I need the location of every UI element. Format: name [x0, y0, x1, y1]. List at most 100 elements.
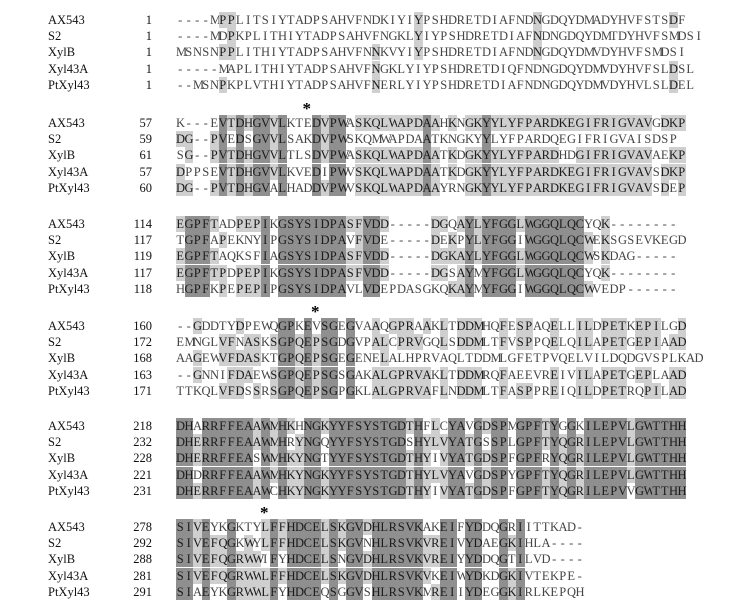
residue: L	[278, 131, 287, 148]
residue: T	[652, 466, 661, 483]
residue: P	[252, 216, 261, 232]
residue: V	[439, 450, 449, 467]
residue: I	[575, 382, 584, 399]
residue: H	[677, 466, 687, 483]
sequence-name: Xyl43A	[48, 467, 89, 482]
residue: L	[584, 382, 593, 399]
residue: F	[372, 29, 380, 44]
residue: Y	[490, 115, 500, 131]
residue: A	[363, 319, 373, 333]
residue: A	[337, 232, 347, 249]
residue: A	[507, 383, 517, 398]
residue: L	[278, 163, 287, 180]
residue: G	[346, 382, 356, 399]
residue: E	[465, 13, 474, 27]
residue: P	[559, 584, 567, 599]
alignment-row: PtXyl43 231 D H E R R F F E A A W C H K Y N G K Y Y F S Y S T G D T H Y…	[0, 482, 749, 499]
residue: S	[414, 281, 422, 296]
residue: L	[507, 435, 516, 450]
residue: F	[508, 451, 516, 466]
residue: I	[312, 264, 321, 281]
residue: P	[321, 77, 329, 92]
residue: S	[482, 435, 490, 450]
residue: R	[465, 61, 474, 76]
residue: P	[329, 131, 338, 148]
residue: R	[575, 466, 584, 483]
residue: H	[244, 163, 254, 180]
residue: G	[346, 334, 356, 351]
residue: K	[558, 163, 568, 180]
residue: E	[235, 466, 244, 483]
residue: T	[176, 383, 185, 398]
residue: W	[388, 179, 401, 196]
residue: E	[473, 61, 482, 76]
residue: V	[346, 45, 356, 60]
residue: F	[227, 466, 236, 483]
residue: E	[193, 482, 202, 499]
residue: F	[201, 280, 210, 297]
residue: E	[601, 281, 610, 296]
residue: I	[312, 232, 321, 249]
residue: I	[518, 233, 523, 248]
residue: D	[592, 383, 602, 398]
residue: -	[671, 249, 676, 264]
residue: L	[499, 163, 508, 180]
residue: W	[252, 551, 265, 568]
residue: F	[355, 45, 363, 60]
residue: Y	[482, 232, 492, 249]
residue: D	[414, 115, 424, 131]
residue: G	[465, 163, 475, 180]
residue: C	[303, 535, 312, 552]
residue: D	[456, 318, 466, 334]
residue: Q	[371, 115, 381, 131]
residue: C	[575, 216, 584, 232]
residue: S	[371, 466, 380, 483]
residue: E	[210, 116, 219, 130]
residue: V	[643, 233, 653, 248]
residue: D	[473, 351, 483, 366]
residue: H	[626, 77, 636, 92]
residue: D	[320, 248, 330, 265]
residue: D	[431, 264, 441, 281]
residue: Q	[567, 216, 577, 232]
residue: G	[635, 450, 645, 467]
sequence-start-position: 117	[133, 233, 152, 248]
residue: V	[643, 115, 653, 131]
residue: I	[416, 77, 421, 92]
residue: G	[388, 382, 398, 399]
residue: A	[414, 319, 424, 333]
residue: C	[303, 567, 312, 584]
residue: G	[388, 466, 398, 483]
residue: S	[652, 77, 660, 92]
residue: F	[269, 535, 278, 552]
residue: Y	[465, 264, 475, 281]
residue: A	[244, 366, 254, 383]
residue: K	[354, 132, 364, 147]
residue: N	[448, 383, 458, 398]
residue: H	[669, 418, 679, 434]
residue: V	[626, 45, 636, 60]
residue: Y	[295, 450, 305, 467]
residue: R	[388, 583, 397, 600]
residue: D	[295, 567, 305, 584]
alignment-row: PtXyl43 291 S I A E Y K G R W W L F Y H D C E Q S G G V S H L R S V K M…	[0, 583, 749, 600]
residue: A	[635, 147, 645, 164]
residue: A	[422, 179, 432, 196]
residue: R	[422, 351, 431, 366]
residue: T	[490, 29, 499, 44]
residue: L	[558, 232, 567, 249]
residue: W	[643, 482, 656, 499]
residue: S	[371, 418, 380, 434]
residue: I	[263, 29, 268, 44]
residue: P	[193, 216, 202, 232]
residue: K	[601, 248, 611, 265]
residue: R	[235, 583, 244, 600]
residue: P	[193, 164, 201, 179]
residue: D	[176, 450, 186, 467]
residue: L	[397, 77, 406, 92]
residue: M	[269, 418, 281, 434]
residue: G	[184, 216, 194, 232]
residue: E	[252, 319, 261, 333]
residue: F	[218, 450, 227, 467]
residue: N	[524, 77, 534, 92]
